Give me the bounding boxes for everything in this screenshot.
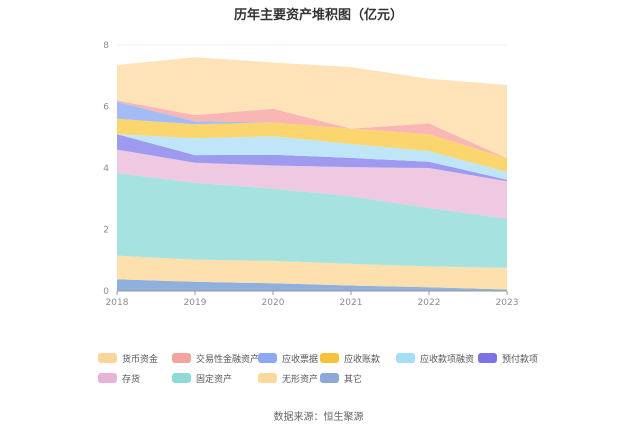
legend-swatch [320,353,339,363]
legend-label: 存货 [122,374,141,385]
area-series-5[interactable] [117,134,507,180]
legend-label: 应收票据 [282,354,319,365]
legend-item[interactable]: 无形资产 [258,371,318,385]
legend-item[interactable]: 预付款项 [478,351,538,365]
legend-label: 应收款项融资 [420,354,475,365]
area-series-0[interactable] [117,279,507,291]
legend-swatch [396,353,415,363]
legend-swatch [172,373,191,383]
area-series-8[interactable] [117,100,507,159]
y-tick-label: 8 [103,41,109,51]
legend-label: 货币资金 [122,354,159,365]
x-tick-label: 2022 [418,298,441,308]
legend-label: 预付款项 [502,354,539,365]
legend-swatch [478,353,497,363]
legend-item[interactable]: 其它 [320,371,362,385]
legend-label: 交易性金融资产 [196,354,260,365]
area-series-2[interactable] [117,173,507,268]
area-series-4[interactable] [117,134,507,182]
legend-item[interactable]: 货币资金 [98,351,158,365]
legend-item[interactable]: 应收票据 [258,351,318,365]
legend-swatch [320,373,339,383]
area-series-3[interactable] [117,149,507,219]
legend-label: 固定资产 [196,374,233,385]
chart-title: 历年主要资产堆积图（亿元） [233,8,403,23]
area-series-1[interactable] [117,255,507,290]
legend-label: 其它 [344,374,363,385]
x-tick-label: 2019 [184,298,207,308]
x-tick-label: 2023 [496,298,519,308]
legend-swatch [98,353,117,363]
legend-swatch [98,373,117,383]
legend-swatch [258,353,277,363]
area-series-9[interactable] [117,57,507,159]
x-tick-label: 2021 [340,298,363,308]
legend-item[interactable]: 存货 [98,371,140,385]
area-series-6[interactable] [117,118,507,172]
x-tick-label: 2018 [106,298,129,308]
y-tick-label: 2 [103,226,109,236]
legend-label: 应收账款 [344,354,381,365]
legend-label: 无形资产 [282,374,319,385]
legend-swatch [258,373,277,383]
legend-item[interactable]: 交易性金融资产 [172,351,259,365]
legend-item[interactable]: 应收账款 [320,351,380,365]
legend-item[interactable]: 固定资产 [172,371,232,385]
x-tick-label: 2020 [262,298,285,308]
legend-swatch [172,353,191,363]
data-source: 数据来源：恒生聚源 [273,412,364,423]
legend-item[interactable]: 应收款项融资 [396,351,474,365]
y-tick-label: 6 [103,103,109,113]
y-tick-label: 0 [103,287,109,297]
y-tick-label: 4 [103,164,109,174]
